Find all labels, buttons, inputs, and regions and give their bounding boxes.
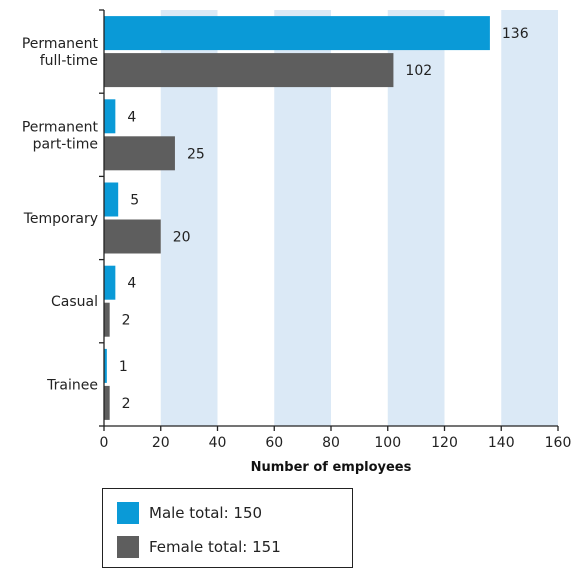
data-label-female-3: 2 <box>122 313 131 329</box>
bars <box>104 16 490 420</box>
category-label-line: Permanent <box>22 36 99 52</box>
data-label-female-4: 2 <box>122 396 131 412</box>
x-tick-label: 140 <box>488 435 515 451</box>
data-label-female-0: 102 <box>405 63 432 79</box>
category-label-2: Temporary <box>23 211 98 227</box>
category-label-line: full-time <box>40 53 98 69</box>
bar-female-4 <box>104 385 110 420</box>
x-tick-label: 80 <box>322 435 340 451</box>
data-label-female-1: 25 <box>187 146 205 162</box>
x-tick-label: 100 <box>374 435 401 451</box>
x-tick-label: 60 <box>265 435 283 451</box>
grid-band <box>387 10 445 426</box>
bar-female-3 <box>104 302 110 337</box>
category-label-line: Casual <box>51 294 98 310</box>
bar-male-1 <box>104 99 116 134</box>
category-label-4: Trainee <box>46 377 98 393</box>
legend-item-female: Female total: 151 <box>117 535 281 559</box>
data-label-male-3: 4 <box>127 276 136 292</box>
x-tick-label: 40 <box>209 435 227 451</box>
bar-female-0 <box>104 53 394 88</box>
grid-band <box>501 10 558 426</box>
category-label-line: part-time <box>33 136 98 152</box>
x-tick-label: 120 <box>431 435 458 451</box>
data-label-male-4: 1 <box>119 359 128 375</box>
x-tick-label: 160 <box>545 435 572 451</box>
category-label-line: Temporary <box>23 211 98 227</box>
legend-swatch-female <box>117 536 139 558</box>
legend-item-male: Male total: 150 <box>117 501 262 525</box>
data-label-male-1: 4 <box>127 109 136 125</box>
category-label-line: Trainee <box>46 377 98 393</box>
category-label-3: Casual <box>51 294 98 310</box>
category-label-line: Permanent <box>22 119 99 135</box>
x-axis-title: Number of employees <box>251 460 412 475</box>
bar-male-2 <box>104 182 119 217</box>
bar-male-3 <box>104 265 116 300</box>
category-label-1: Permanent part-time <box>22 119 99 152</box>
data-label-female-2: 20 <box>173 230 191 246</box>
bar-male-0 <box>104 16 490 51</box>
data-label-male-2: 5 <box>130 193 139 209</box>
legend-label-male: Male total: 150 <box>149 504 263 522</box>
x-tick-label: 0 <box>100 435 109 451</box>
bar-female-1 <box>104 136 175 171</box>
bar-male-4 <box>104 348 107 383</box>
axes <box>99 9 559 431</box>
legend: Male total: 150 Female total: 151 <box>102 488 353 568</box>
data-label-male-0: 136 <box>502 26 529 42</box>
bar-female-2 <box>104 219 161 254</box>
category-label-0: Permanent full-time <box>22 36 99 69</box>
legend-swatch-male <box>117 502 139 524</box>
x-tick-label: 20 <box>152 435 170 451</box>
legend-label-female: Female total: 151 <box>149 538 281 556</box>
